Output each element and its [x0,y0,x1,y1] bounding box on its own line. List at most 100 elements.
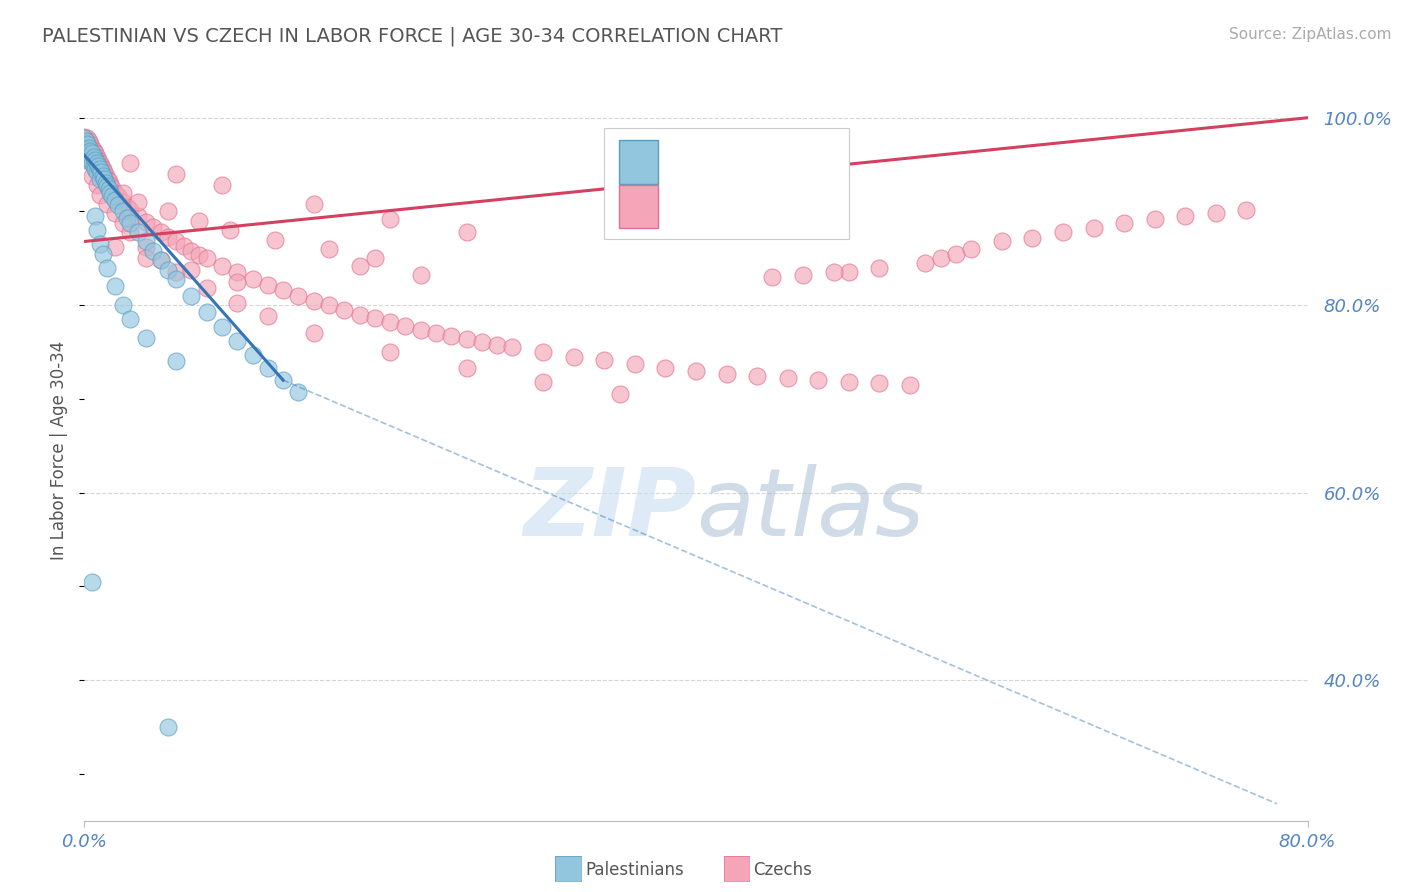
Point [79,136,101,151]
Point [86,165,108,179]
Point [90,165,112,179]
Point [80,146,103,161]
Point [838,375,860,389]
Point [75,144,97,158]
Point [111,195,134,210]
Point [89,162,111,177]
Point [287,289,309,303]
Point [86,223,108,237]
Point [79,144,101,158]
Point [76,131,98,145]
Point [90,160,112,174]
Point [1114,216,1136,230]
Point [165,272,187,286]
Point [257,310,280,324]
Point [97,182,120,196]
Point [195,252,218,266]
Point [531,375,554,389]
Point [349,259,371,273]
Point [257,361,280,376]
Point [75,134,97,148]
Point [73,129,96,144]
Point [173,239,195,253]
Point [93,171,115,186]
Text: ZIP: ZIP [523,464,696,556]
Point [107,189,129,203]
Point [91,169,114,183]
Point [394,318,416,333]
Point [157,229,180,244]
Point [89,162,111,177]
Point [502,340,524,354]
Point [93,165,115,179]
Point [792,268,814,283]
Point [83,150,105,164]
Point [318,298,340,312]
Point [104,279,127,293]
Point [1205,206,1227,220]
Point [104,193,127,207]
Point [960,242,983,256]
Text: Source: ZipAtlas.com: Source: ZipAtlas.com [1229,27,1392,42]
Point [180,262,202,277]
Y-axis label: In Labor Force | Age 30-34: In Labor Force | Age 30-34 [51,341,69,560]
Point [349,308,371,322]
Point [111,298,134,312]
Point [188,247,211,261]
Text: R =: R = [664,197,702,215]
Point [84,209,107,223]
Point [157,262,180,277]
Point [111,186,134,200]
Point [76,146,98,161]
Point [115,211,138,225]
Point [409,322,432,336]
Point [211,178,233,193]
Point [135,331,157,345]
Point [135,235,157,249]
Point [440,329,463,343]
Point [257,277,280,292]
Point [364,311,387,326]
Text: -0.348: -0.348 [700,153,763,170]
Text: Palestinians: Palestinians [585,861,683,879]
Point [98,178,121,193]
Point [96,171,118,186]
Point [73,131,96,145]
Point [211,259,233,273]
Point [157,204,180,219]
FancyBboxPatch shape [605,128,849,239]
Point [471,334,494,349]
Point [1236,202,1258,217]
Point [914,256,936,270]
Point [562,350,585,364]
Point [76,136,98,151]
Point [456,361,478,376]
Point [776,371,799,385]
Point [91,246,114,260]
Text: 63: 63 [794,153,820,170]
Point [624,357,647,371]
Point [271,373,294,387]
Point [654,361,676,376]
Point [79,153,101,167]
Point [104,240,127,254]
Point [86,178,108,193]
Point [75,141,97,155]
Point [195,281,218,295]
Point [80,155,103,169]
Point [127,195,149,210]
Point [84,153,107,167]
Point [127,209,149,223]
Point [80,146,103,161]
Point [80,574,103,589]
Point [271,283,294,297]
Point [76,136,98,151]
Point [86,155,108,169]
Point [120,155,142,169]
Point [1143,211,1166,226]
Point [80,153,103,167]
Point [104,186,127,200]
Text: N=: N= [766,153,796,170]
Point [79,144,101,158]
Point [73,148,96,162]
